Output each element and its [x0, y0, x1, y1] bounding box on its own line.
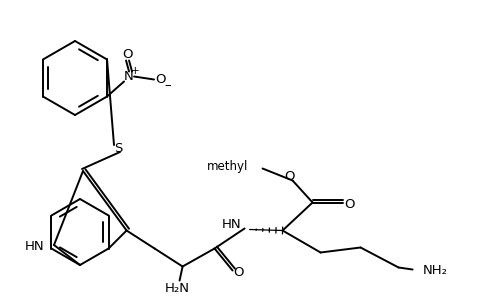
Text: –: –: [165, 79, 171, 92]
Text: O: O: [344, 198, 355, 211]
Text: H₂N: H₂N: [165, 282, 190, 295]
Text: O: O: [122, 48, 132, 61]
Text: O: O: [155, 73, 165, 86]
Text: O: O: [284, 170, 295, 183]
Text: NH₂: NH₂: [422, 264, 447, 277]
Text: S: S: [114, 142, 122, 155]
Text: HN: HN: [222, 218, 241, 231]
Text: O: O: [233, 266, 244, 279]
Text: +: +: [131, 66, 139, 76]
Text: N: N: [124, 70, 134, 83]
Text: methyl: methyl: [207, 160, 249, 173]
Text: HN: HN: [24, 241, 44, 254]
